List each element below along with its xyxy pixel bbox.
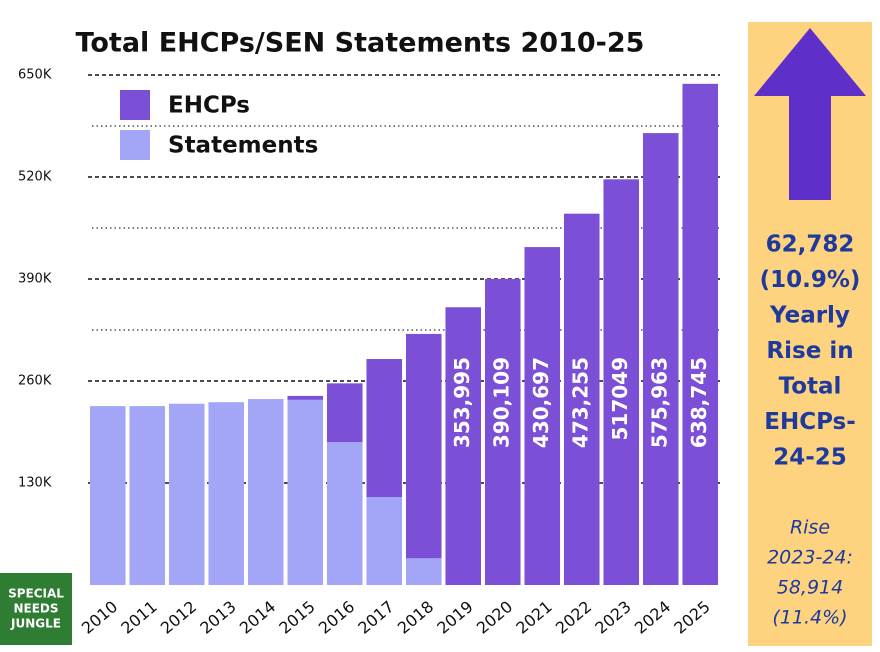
value-label: 390,109 <box>489 357 513 448</box>
bar-segment <box>129 406 166 585</box>
bar-segment <box>287 399 324 585</box>
bar-segment <box>682 83 719 586</box>
bar-segment <box>405 333 442 559</box>
legend-label: EHCPs <box>168 93 250 119</box>
panel-headline: EHCPs- <box>764 409 856 435</box>
panel-note: 2023-24: <box>767 547 853 569</box>
logo-box <box>0 573 72 645</box>
bar-segment <box>366 359 403 498</box>
logo-text: JUNGLE <box>10 617 61 631</box>
x-tick-label: 2020 <box>473 597 516 638</box>
bar-segment <box>168 403 205 585</box>
bar-segment <box>326 383 363 443</box>
panel-headline: 24-25 <box>773 445 847 471</box>
up-arrow <box>754 28 866 200</box>
bar-segment <box>445 307 482 585</box>
logo-text: NEEDS <box>13 602 58 616</box>
x-tick-label: 2025 <box>670 597 713 638</box>
x-tick-label: 2015 <box>275 597 318 638</box>
panel-headline: 62,782 <box>766 232 855 258</box>
panel-headline: Rise in <box>766 338 853 364</box>
x-tick-label: 2018 <box>394 597 437 638</box>
x-tick-label: 2019 <box>433 597 476 638</box>
panel-headline: (10.9%) <box>760 267 861 293</box>
y-tick-label: 130K <box>18 476 52 491</box>
x-tick-label: 2011 <box>117 597 160 638</box>
bar-segment <box>89 406 126 585</box>
x-tick-label: 2016 <box>315 597 358 638</box>
chart-title: Total EHCPs/SEN Statements 2010-25 <box>76 28 645 59</box>
value-label: 473,255 <box>568 357 592 448</box>
panel-note: (11.4%) <box>772 607 847 629</box>
panel-headline: Total <box>779 374 842 400</box>
legend-swatch <box>120 90 150 120</box>
bar-segment <box>326 442 363 585</box>
value-label: 638,745 <box>687 357 711 448</box>
bar-segment <box>603 179 640 585</box>
panel-note: 58,914 <box>777 577 843 599</box>
x-tick-label: 2010 <box>78 597 121 638</box>
x-tick-label: 2013 <box>196 597 239 638</box>
panel-headline: Yearly <box>769 303 850 329</box>
y-tick-label: 260K <box>18 374 52 389</box>
x-tick-label: 2012 <box>157 597 200 638</box>
y-tick-label: 520K <box>18 170 52 185</box>
bar-segment <box>366 497 403 585</box>
bar-segment <box>405 558 442 585</box>
bar-segment <box>563 213 600 585</box>
x-tick-label: 2014 <box>236 597 279 638</box>
y-tick-label: 650K <box>18 68 52 83</box>
bar-segment <box>247 399 284 585</box>
x-tick-label: 2023 <box>591 597 634 638</box>
value-label: 517049 <box>608 357 632 441</box>
x-tick-label: 2022 <box>552 597 595 638</box>
panel-note: Rise <box>790 517 830 539</box>
legend-swatch <box>120 130 150 160</box>
x-tick-label: 2017 <box>354 597 397 638</box>
value-label: 575,963 <box>647 357 671 448</box>
legend-label: Statements <box>168 133 318 159</box>
bar-segment <box>524 247 561 585</box>
x-tick-label: 2021 <box>512 597 555 638</box>
x-tick-label: 2024 <box>631 597 674 638</box>
value-label: 430,697 <box>529 357 553 448</box>
bar-segment <box>642 133 679 585</box>
bar-segment <box>484 278 521 585</box>
y-tick-label: 390K <box>18 272 52 287</box>
bar-segment <box>287 395 324 400</box>
logo-text: SPECIAL <box>8 587 64 601</box>
bar-segment <box>208 402 245 585</box>
value-label: 353,995 <box>450 357 474 448</box>
